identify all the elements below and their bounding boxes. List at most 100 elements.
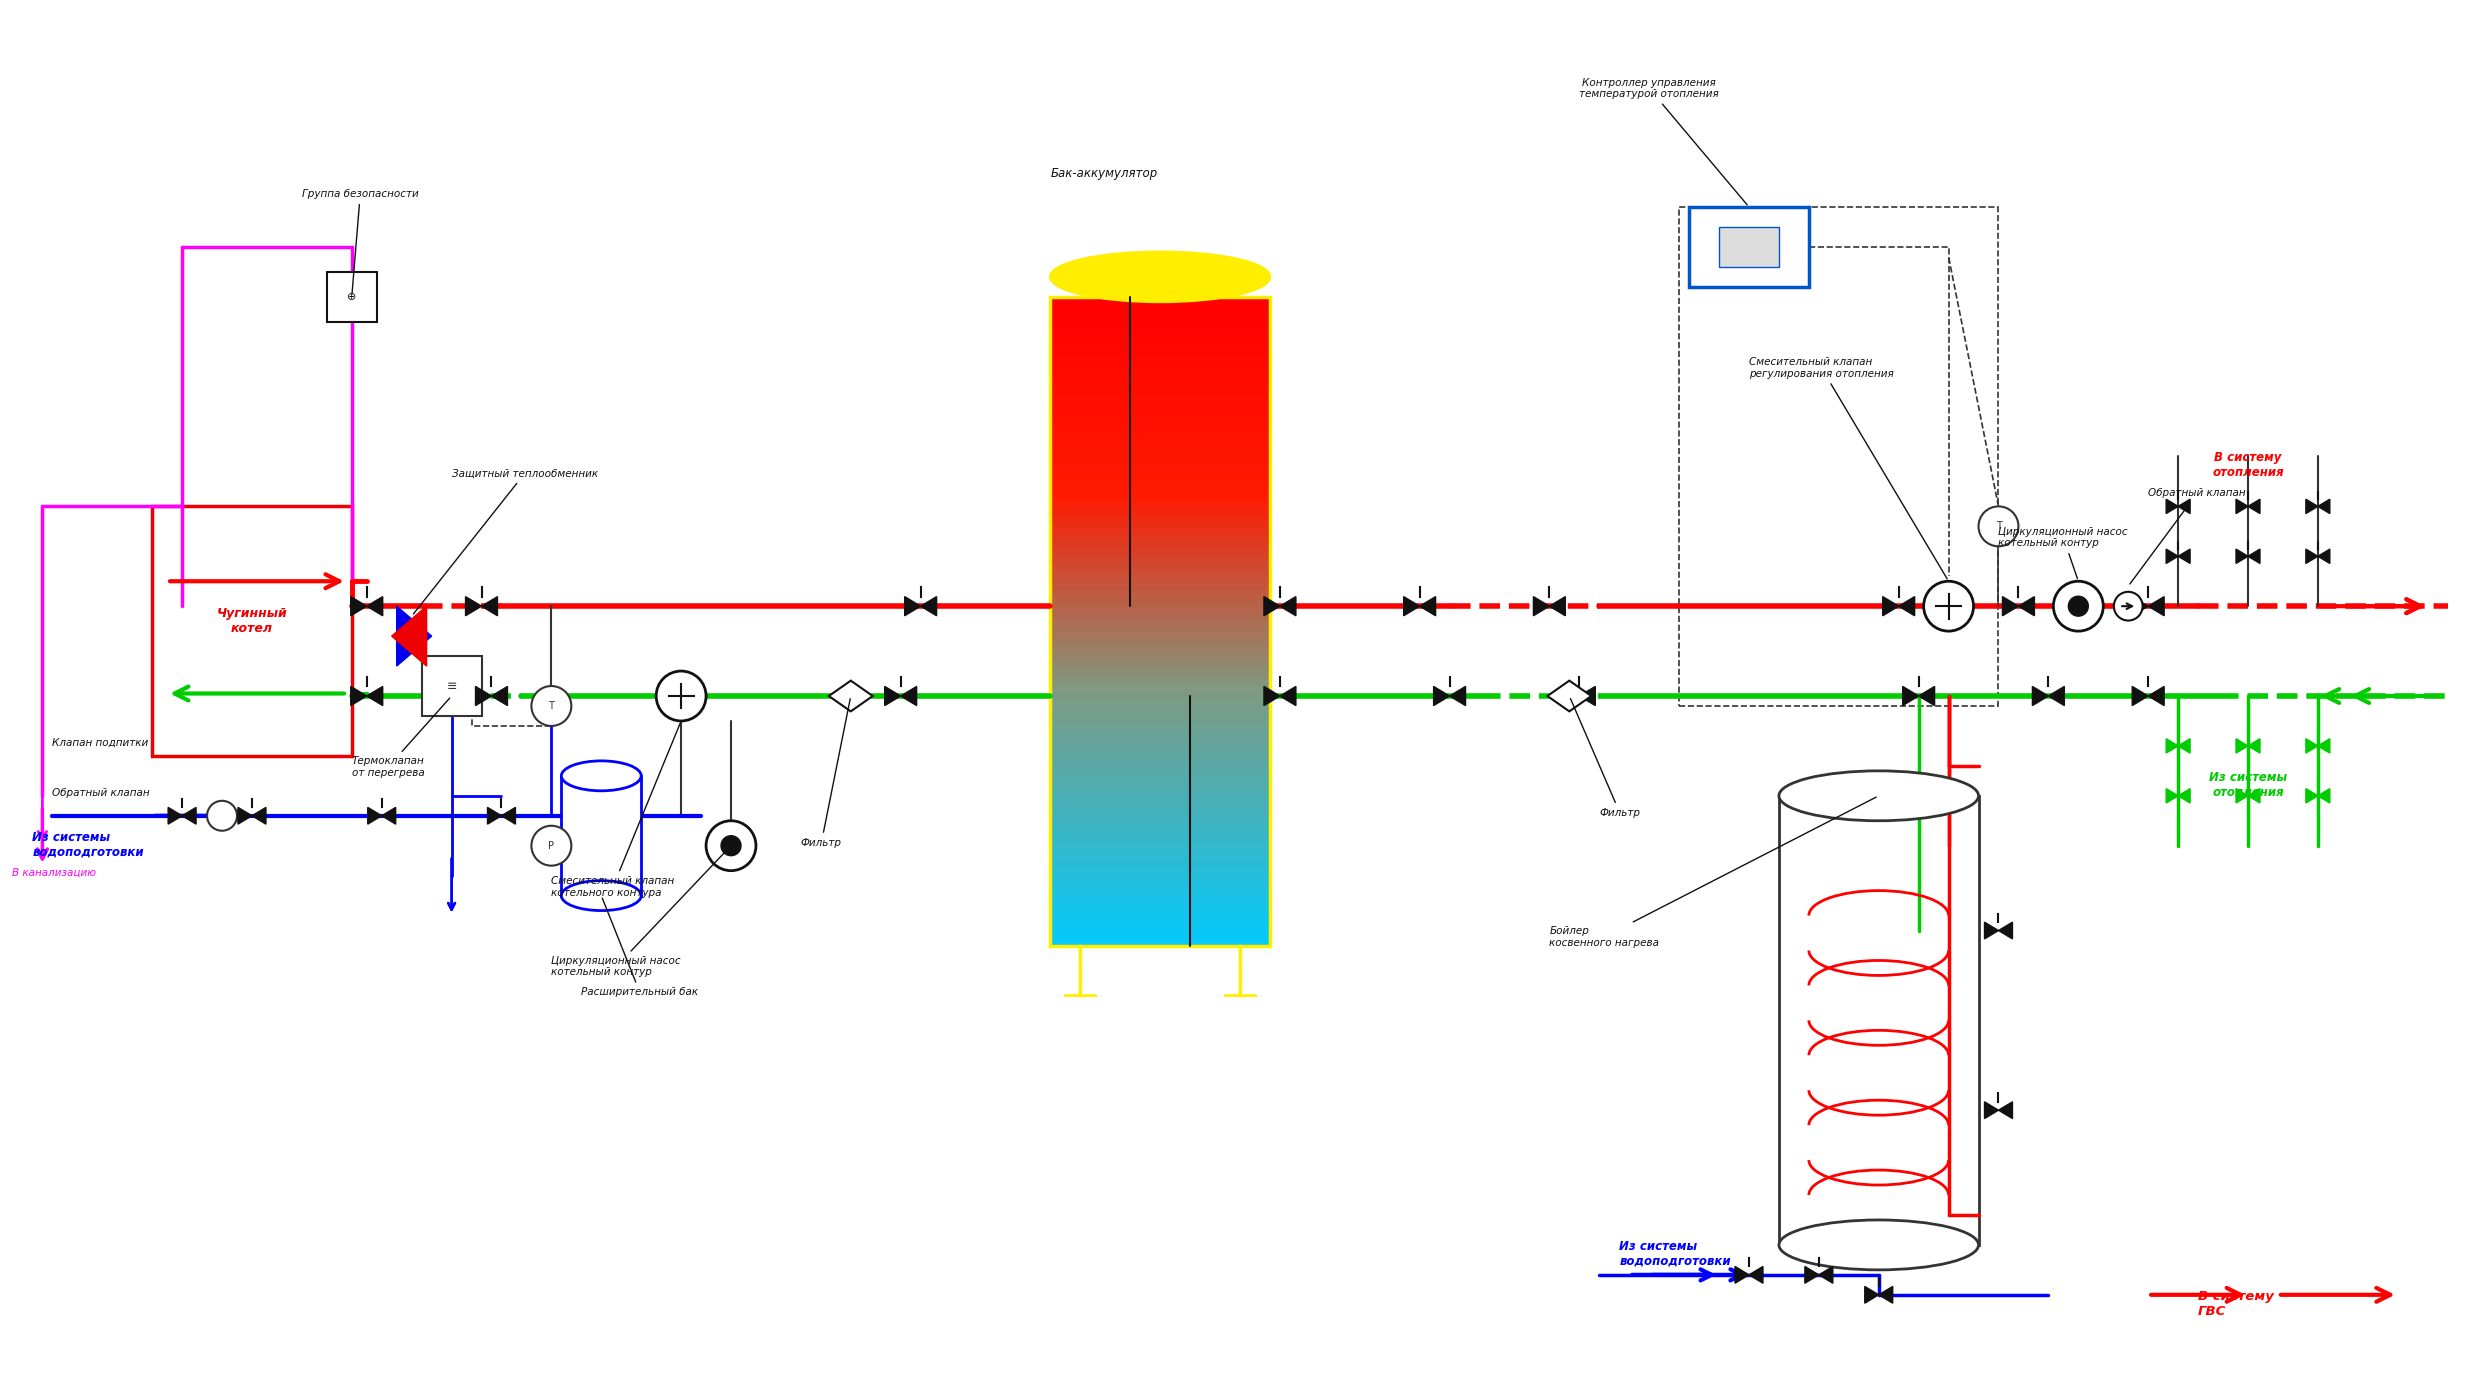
Polygon shape <box>1985 1101 2000 1118</box>
Polygon shape <box>2000 923 2012 940</box>
Bar <box>1049 666 1270 673</box>
Polygon shape <box>1548 596 1566 616</box>
Bar <box>1049 634 1270 641</box>
Text: Циркуляционный насос
котельный контур: Циркуляционный насос котельный контур <box>551 847 729 977</box>
Polygon shape <box>829 681 873 712</box>
Text: T: T <box>548 701 553 711</box>
Bar <box>1049 498 1270 504</box>
Bar <box>1049 530 1270 537</box>
Bar <box>1049 518 1270 524</box>
Bar <box>1049 465 1270 472</box>
Bar <box>1049 440 1270 445</box>
Text: Обратный клапан: Обратный клапан <box>2129 489 2245 584</box>
Bar <box>1049 621 1270 628</box>
Polygon shape <box>1449 687 1466 705</box>
Bar <box>151 507 352 755</box>
Polygon shape <box>2166 789 2178 803</box>
Bar <box>1049 815 1270 822</box>
Bar <box>1049 699 1270 705</box>
Polygon shape <box>906 596 920 616</box>
Polygon shape <box>2317 549 2330 564</box>
Bar <box>1049 810 1270 815</box>
Polygon shape <box>2248 738 2260 752</box>
Bar <box>1049 842 1270 849</box>
Polygon shape <box>1563 687 1580 705</box>
Text: Защитный теплообменник: Защитный теплообменник <box>414 469 598 614</box>
Polygon shape <box>382 807 394 824</box>
Bar <box>1049 783 1270 790</box>
Bar <box>1049 920 1270 926</box>
Ellipse shape <box>561 881 640 910</box>
Bar <box>1049 893 1270 900</box>
Circle shape <box>2054 581 2104 631</box>
Bar <box>1049 504 1270 511</box>
Bar <box>1049 641 1270 648</box>
Circle shape <box>1977 507 2020 546</box>
Bar <box>1690 207 1809 286</box>
Bar <box>1049 484 1270 491</box>
Circle shape <box>206 801 238 831</box>
Polygon shape <box>1580 687 1595 705</box>
Text: В систему
отопления: В систему отопления <box>2213 451 2285 479</box>
Bar <box>327 272 377 321</box>
Polygon shape <box>481 596 499 616</box>
Bar <box>1049 609 1270 614</box>
Polygon shape <box>2235 738 2248 752</box>
Polygon shape <box>1985 923 2000 940</box>
Bar <box>1049 374 1270 381</box>
Bar <box>1049 854 1270 861</box>
Polygon shape <box>253 807 265 824</box>
Bar <box>1049 886 1270 893</box>
Bar <box>1779 796 1977 1245</box>
Bar <box>1049 933 1270 940</box>
Bar <box>1049 349 1270 355</box>
Polygon shape <box>2149 596 2163 616</box>
Text: Клапан подпитки: Клапан подпитки <box>52 738 149 748</box>
Polygon shape <box>466 596 481 616</box>
Bar <box>1049 685 1270 692</box>
Text: T: T <box>1995 521 2002 532</box>
Bar <box>1049 719 1270 725</box>
Text: Расширительный бак: Расширительный бак <box>581 898 700 997</box>
Text: Контроллер управления
температурой отопления: Контроллер управления температурой отопл… <box>1580 78 1747 205</box>
Bar <box>1049 602 1270 609</box>
Bar <box>1049 628 1270 634</box>
Bar <box>1049 614 1270 621</box>
Bar <box>422 656 481 716</box>
Polygon shape <box>392 606 427 666</box>
Text: Смесительный клапан
регулирования отопления: Смесительный клапан регулирования отопле… <box>1749 357 1948 579</box>
Bar <box>1719 228 1779 267</box>
Polygon shape <box>2317 500 2330 514</box>
Text: Бойлер
косвенного нагрева: Бойлер косвенного нагрева <box>1548 797 1876 948</box>
Polygon shape <box>2166 500 2178 514</box>
Bar <box>1049 491 1270 498</box>
Bar <box>1049 401 1270 408</box>
Polygon shape <box>491 687 509 705</box>
Bar <box>1049 335 1270 342</box>
Polygon shape <box>1819 1266 1833 1283</box>
Text: Из системы
водоподготовки: Из системы водоподготовки <box>32 831 144 859</box>
Polygon shape <box>2305 738 2317 752</box>
Text: ≡: ≡ <box>447 680 457 692</box>
Bar <box>1049 751 1270 758</box>
Polygon shape <box>1918 687 1935 705</box>
Polygon shape <box>2020 596 2034 616</box>
Bar <box>1049 758 1270 764</box>
Bar <box>1049 297 1270 303</box>
Polygon shape <box>1263 596 1280 616</box>
Bar <box>1049 705 1270 712</box>
Bar <box>1049 556 1270 563</box>
Polygon shape <box>1263 687 1280 705</box>
Polygon shape <box>2235 500 2248 514</box>
Polygon shape <box>1533 596 1548 616</box>
Polygon shape <box>1883 596 1898 616</box>
Bar <box>1049 680 1270 685</box>
Polygon shape <box>476 687 491 705</box>
Polygon shape <box>2049 687 2064 705</box>
Polygon shape <box>2149 687 2163 705</box>
Circle shape <box>531 685 571 726</box>
Polygon shape <box>350 596 367 616</box>
Circle shape <box>1923 581 1972 631</box>
Bar <box>1049 550 1270 556</box>
Polygon shape <box>2317 738 2330 752</box>
